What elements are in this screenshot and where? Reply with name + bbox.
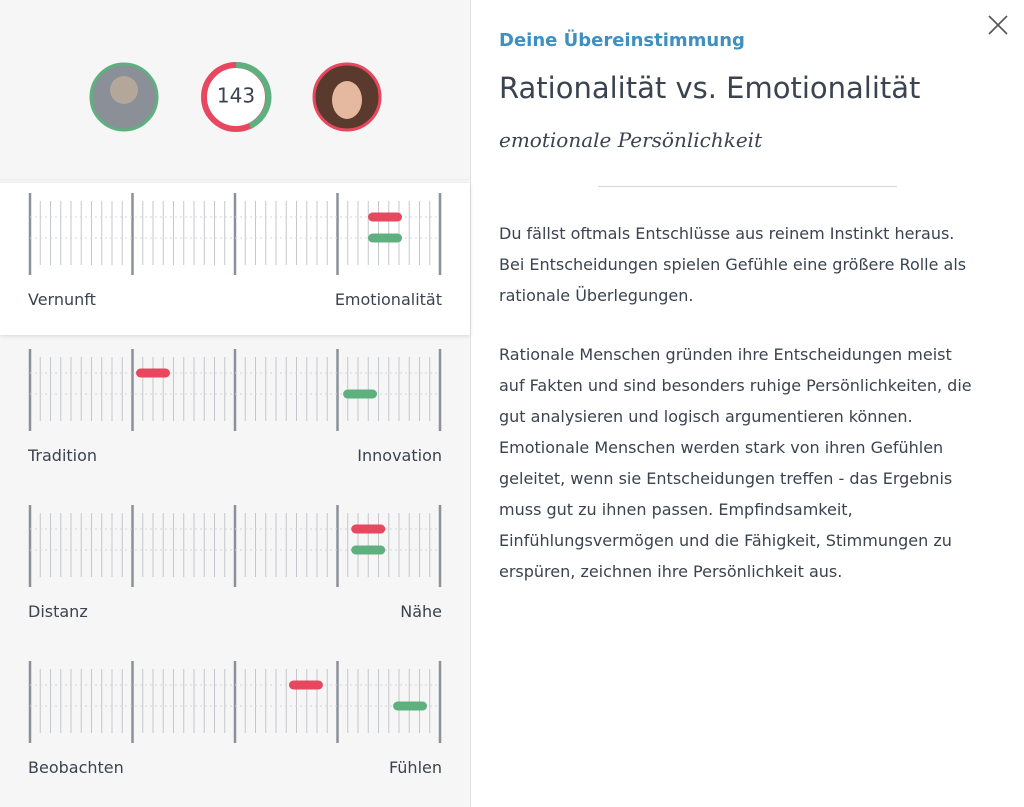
scale-track	[28, 505, 442, 587]
paragraph-line: Einfühlungsvermögen und die Fähigkeit, S…	[499, 531, 952, 550]
marker-red	[351, 524, 386, 534]
scale-row[interactable]: Vernunft Emotionalität	[0, 183, 470, 335]
detail-subtitle: emotionale Persönlichkeit	[499, 128, 763, 152]
scale-row[interactable]: Tradition Innovation	[0, 339, 470, 491]
score-ring-match	[235, 61, 272, 129]
divider	[598, 186, 897, 187]
marker-red	[136, 368, 170, 378]
scale-row[interactable]: Beobachten Fühlen	[0, 651, 470, 803]
scale-right-label: Fühlen	[388, 758, 442, 777]
paragraph-line: auf Fakten und sind besonders ruhige Per…	[499, 376, 972, 395]
scale-left-label: Distanz	[28, 602, 88, 621]
scale-left-label: Beobachten	[28, 758, 124, 777]
avatar-shape	[110, 76, 138, 104]
paragraph-line: geleitet, wenn sie Entscheidungen treffe…	[499, 469, 953, 488]
scale-left-label: Vernunft	[28, 290, 96, 309]
paragraph-line: rationale Überlegungen.	[499, 286, 694, 305]
match-header: 143	[0, 61, 470, 180]
scale-track	[28, 661, 442, 743]
detail-title: Rationalität vs. Emotionalität	[499, 71, 921, 105]
scales-panel: 143 Vernunft Emotionalität Tradition Innova…	[0, 0, 471, 807]
scale-track	[28, 349, 442, 431]
paragraph-line: muss gut zu ihnen passen. Empfindsamkeit…	[499, 500, 853, 519]
scale-right-label: Nähe	[400, 602, 442, 621]
kicker: Deine Übereinstimmung	[499, 30, 745, 51]
marker-red	[288, 680, 323, 690]
score: 143	[217, 84, 255, 108]
marker-green	[343, 389, 378, 399]
paragraph-line: Emotionale Menschen werden stark von ihr…	[499, 438, 944, 457]
paragraph-line: Bei Entscheidungen spielen Gefühle eine …	[499, 255, 967, 274]
scale-right-label: Innovation	[357, 446, 442, 465]
close-icon	[988, 15, 1008, 35]
scale-left-label: Tradition	[28, 446, 98, 465]
paragraph-line: Du fällst oftmals Entschlüsse aus reinem…	[499, 224, 955, 243]
marker-red	[368, 212, 403, 222]
marker-green	[368, 233, 403, 243]
close-button[interactable]	[987, 14, 1009, 36]
paragraph-line: erspüren, zeichnen ihre Persönlichkeit a…	[499, 562, 843, 581]
scale-track	[28, 193, 442, 275]
paragraph-line: gut analysieren und logisch argumentiere…	[499, 407, 913, 426]
scale-row[interactable]: Distanz Nähe	[0, 495, 470, 647]
avatar-shape	[332, 81, 362, 119]
marker-green	[393, 701, 428, 711]
paragraph-line: Rationale Menschen gründen ihre Entschei…	[499, 345, 952, 364]
marker-green	[351, 545, 386, 555]
scale-right-label: Emotionalität	[334, 290, 442, 309]
